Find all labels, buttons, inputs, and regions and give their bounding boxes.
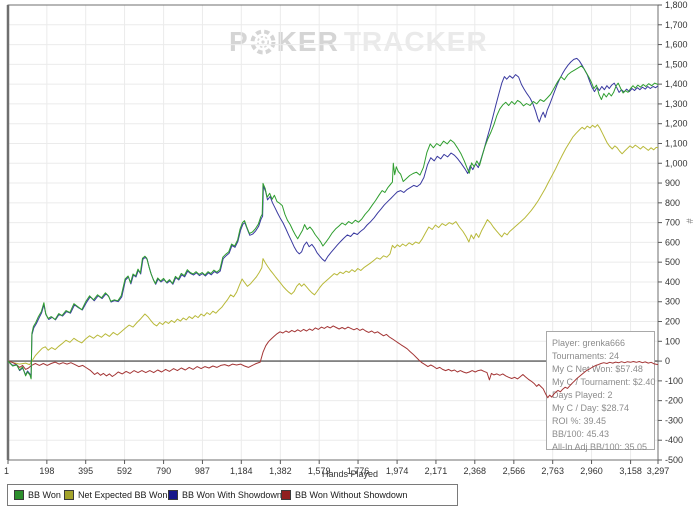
legend-item: Net Expected BB Won xyxy=(64,485,167,505)
y-tick-label: -500 xyxy=(665,455,683,465)
player-stats-box: Player: grenka666 Tournaments: 24 My C Net… xyxy=(546,331,656,452)
x-tick-label: 1,579 xyxy=(308,466,331,476)
stat-line: My C / Day: $28.74 xyxy=(552,403,630,413)
x-axis-title: Hands Played xyxy=(321,469,379,479)
x-tick-label: 3,158 xyxy=(619,466,642,476)
legend-item: BB Won With Showdown xyxy=(168,485,282,505)
legend: BB Won Net Expected BB Won BB Won With Sho… xyxy=(7,484,458,506)
y-tick-label: 1,000 xyxy=(665,158,688,168)
legend-swatch-icon xyxy=(64,490,74,500)
x-tick-label: 1,382 xyxy=(269,466,292,476)
y-tick-label: 700 xyxy=(665,218,680,228)
y-tick-label: 0 xyxy=(665,356,670,366)
x-tick-label: 1 xyxy=(4,466,9,476)
x-tick-label: 1,974 xyxy=(386,466,409,476)
legend-swatch-icon xyxy=(281,490,291,500)
stat-line: Player: grenka666 xyxy=(552,338,626,348)
y-tick-label: 1,100 xyxy=(665,138,688,148)
pokertracker-watermark: P KER TRACKER xyxy=(229,25,488,59)
stat-line: BB/100: 45.43 xyxy=(552,429,610,439)
x-tick-label: 2,960 xyxy=(580,466,603,476)
y-tick-label: 500 xyxy=(665,257,680,267)
y-tick-label: -300 xyxy=(665,415,683,425)
legend-label: BB Won xyxy=(28,490,61,500)
y-tick-label: 1,800 xyxy=(665,0,688,10)
watermark-text-p: P xyxy=(229,26,249,57)
stat-line: ROI %: 39.45 xyxy=(552,416,607,426)
legend-swatch-icon xyxy=(14,490,24,500)
y-tick-label: -100 xyxy=(665,376,683,386)
legend-swatch-icon xyxy=(168,490,178,500)
stat-line: Days Played: 2 xyxy=(552,390,613,400)
x-tick-label: 1,184 xyxy=(230,466,253,476)
poker-chip-icon xyxy=(250,29,276,55)
legend-label: Net Expected BB Won xyxy=(78,490,168,500)
y-tick-label: 1,300 xyxy=(665,99,688,109)
x-tick-label: 198 xyxy=(39,466,54,476)
watermark-text-tracker: TRACKER xyxy=(343,26,488,57)
y-tick-label: 400 xyxy=(665,277,680,287)
x-tick-label: 2,763 xyxy=(541,466,564,476)
legend-item: BB Won Without Showdown xyxy=(281,485,407,505)
legend-label: BB Won With Showdown xyxy=(182,490,282,500)
y-tick-label: 600 xyxy=(665,237,680,247)
y-tick-label: -400 xyxy=(665,435,683,445)
legend-item: BB Won xyxy=(14,485,61,505)
legend-label: BB Won Without Showdown xyxy=(295,490,408,500)
y-tick-label: -200 xyxy=(665,396,683,406)
y-tick-label: 100 xyxy=(665,336,680,346)
x-tick-label: 2,566 xyxy=(503,466,526,476)
stat-line: Tournaments: 24 xyxy=(552,351,620,361)
y-tick-label: 200 xyxy=(665,317,680,327)
stat-line: My C / Tournament: $2.40 xyxy=(552,377,656,387)
y-tick-label: 1,200 xyxy=(665,119,688,129)
y-tick-label: 1,400 xyxy=(665,79,688,89)
x-tick-label: 2,171 xyxy=(425,466,448,476)
y-tick-label: 900 xyxy=(665,178,680,188)
x-tick-label: 2,368 xyxy=(464,466,487,476)
y-tick-label: 300 xyxy=(665,297,680,307)
stat-line: All-In Adj BB/100: 35.05 xyxy=(552,442,648,452)
x-tick-label: 790 xyxy=(156,466,171,476)
y-tick-label: 800 xyxy=(665,198,680,208)
x-tick-label: 987 xyxy=(195,466,210,476)
stat-line: My C Net Won: $57.48 xyxy=(552,364,643,374)
y-tick-label: 1,500 xyxy=(665,59,688,69)
x-tick-label: 395 xyxy=(78,466,93,476)
y-tick-label: 1,700 xyxy=(665,20,688,30)
watermark-text-ker: KER xyxy=(276,26,339,57)
y-tick-label: 1,600 xyxy=(665,40,688,50)
x-tick-label: 592 xyxy=(117,466,132,476)
x-tick-label: 3,297 xyxy=(647,466,670,476)
x-tick-label: 1,776 xyxy=(347,466,370,476)
